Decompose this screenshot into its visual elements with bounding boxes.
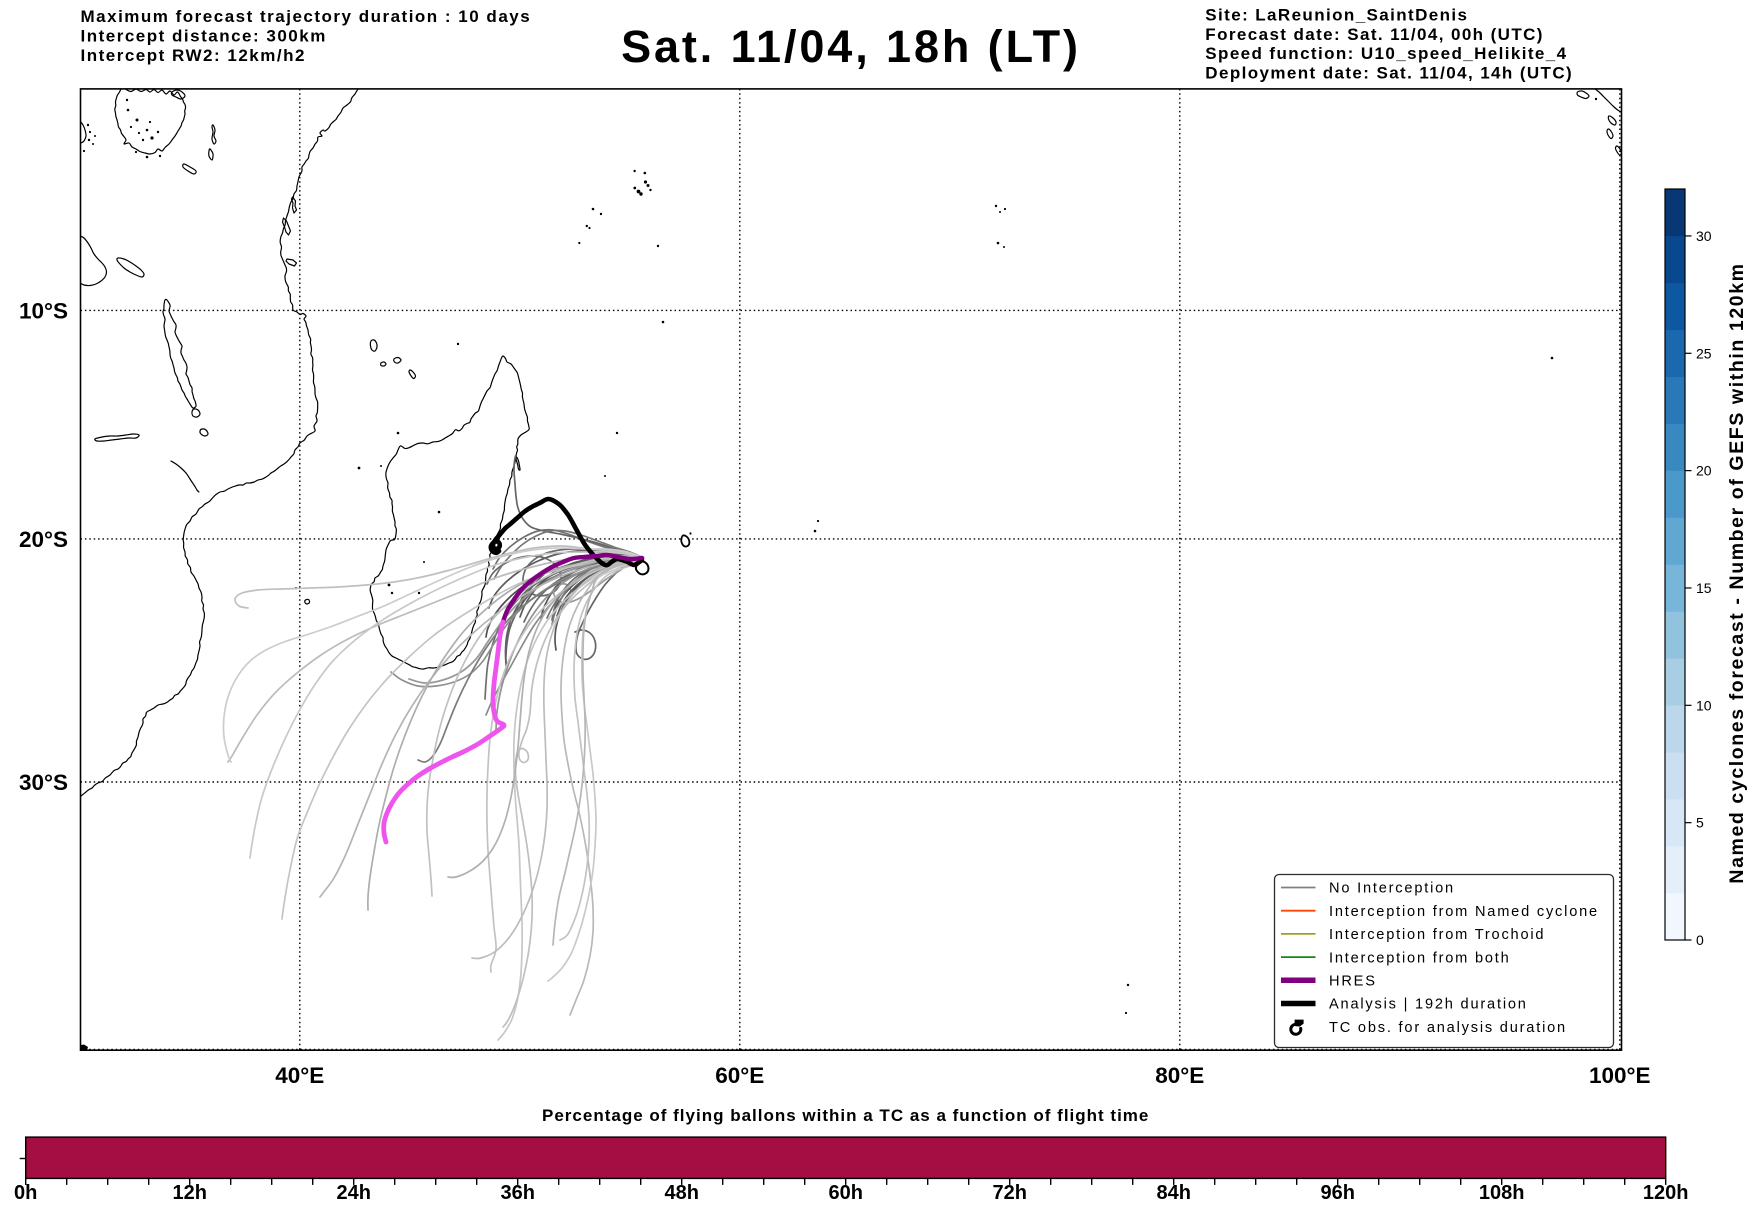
svg-text:No Interception: No Interception xyxy=(1329,881,1455,897)
svg-text:15: 15 xyxy=(1696,580,1712,596)
svg-text:Interception from Trochoid: Interception from Trochoid xyxy=(1329,927,1545,943)
svg-text:Interception from both: Interception from both xyxy=(1329,950,1511,966)
svg-text:Analysis | 192h duration: Analysis | 192h duration xyxy=(1329,997,1528,1013)
svg-text:Percentage of flying ballons w: Percentage of flying ballons within a TC… xyxy=(542,1106,1149,1125)
svg-text:0h: 0h xyxy=(14,1182,37,1204)
svg-text:0: 0 xyxy=(1696,932,1704,948)
svg-text:36h: 36h xyxy=(500,1182,534,1204)
svg-text:Site: LaReunion_SaintDenis: Site: LaReunion_SaintDenis xyxy=(1205,6,1468,25)
svg-text:96h: 96h xyxy=(1320,1182,1354,1204)
svg-text:108h: 108h xyxy=(1479,1182,1525,1204)
svg-text:20°S: 20°S xyxy=(19,527,68,552)
svg-text:Intercept distance: 300km: Intercept distance: 300km xyxy=(81,27,327,46)
svg-text:10°S: 10°S xyxy=(19,298,68,323)
svg-text:10: 10 xyxy=(1696,697,1712,713)
svg-text:100°E: 100°E xyxy=(1589,1063,1651,1088)
svg-text:5: 5 xyxy=(1696,815,1704,831)
svg-text:Named cyclones forecast - Numb: Named cyclones forecast - Number of GEFS… xyxy=(1726,262,1748,883)
svg-text:Sat. 11/04, 18h (LT): Sat. 11/04, 18h (LT) xyxy=(621,21,1081,72)
svg-text:12h: 12h xyxy=(172,1182,206,1204)
svg-text:30: 30 xyxy=(1696,228,1712,244)
svg-text:60°E: 60°E xyxy=(715,1063,764,1088)
svg-text:84h: 84h xyxy=(1156,1182,1190,1204)
svg-text:Deployment date: Sat. 11/04, 1: Deployment date: Sat. 11/04, 14h (UTC) xyxy=(1205,63,1573,82)
svg-text:40°E: 40°E xyxy=(275,1063,324,1088)
svg-text:Speed function: U10_speed_Heli: Speed function: U10_speed_Helikite_4 xyxy=(1205,44,1567,63)
svg-text:72h: 72h xyxy=(992,1182,1026,1204)
svg-text:48h: 48h xyxy=(664,1182,698,1204)
svg-text:Interception from Named cyclon: Interception from Named cyclone xyxy=(1329,904,1599,920)
svg-text:Maximum forecast trajectory du: Maximum forecast trajectory duration : 1… xyxy=(81,7,532,26)
svg-text:25: 25 xyxy=(1696,345,1712,361)
svg-text:HRES: HRES xyxy=(1329,974,1377,990)
svg-text:30°S: 30°S xyxy=(19,770,68,795)
svg-text:20: 20 xyxy=(1696,463,1712,479)
svg-text:60h: 60h xyxy=(828,1182,862,1204)
svg-text:TC obs. for analysis duration: TC obs. for analysis duration xyxy=(1329,1020,1567,1036)
svg-text:80°E: 80°E xyxy=(1155,1063,1204,1088)
svg-text:24h: 24h xyxy=(336,1182,370,1204)
svg-text:120h: 120h xyxy=(1643,1182,1689,1204)
svg-text:Intercept RW2: 12km/h2: Intercept RW2: 12km/h2 xyxy=(81,46,306,65)
svg-text:Forecast date: Sat. 11/04, 00h: Forecast date: Sat. 11/04, 00h (UTC) xyxy=(1205,25,1544,44)
